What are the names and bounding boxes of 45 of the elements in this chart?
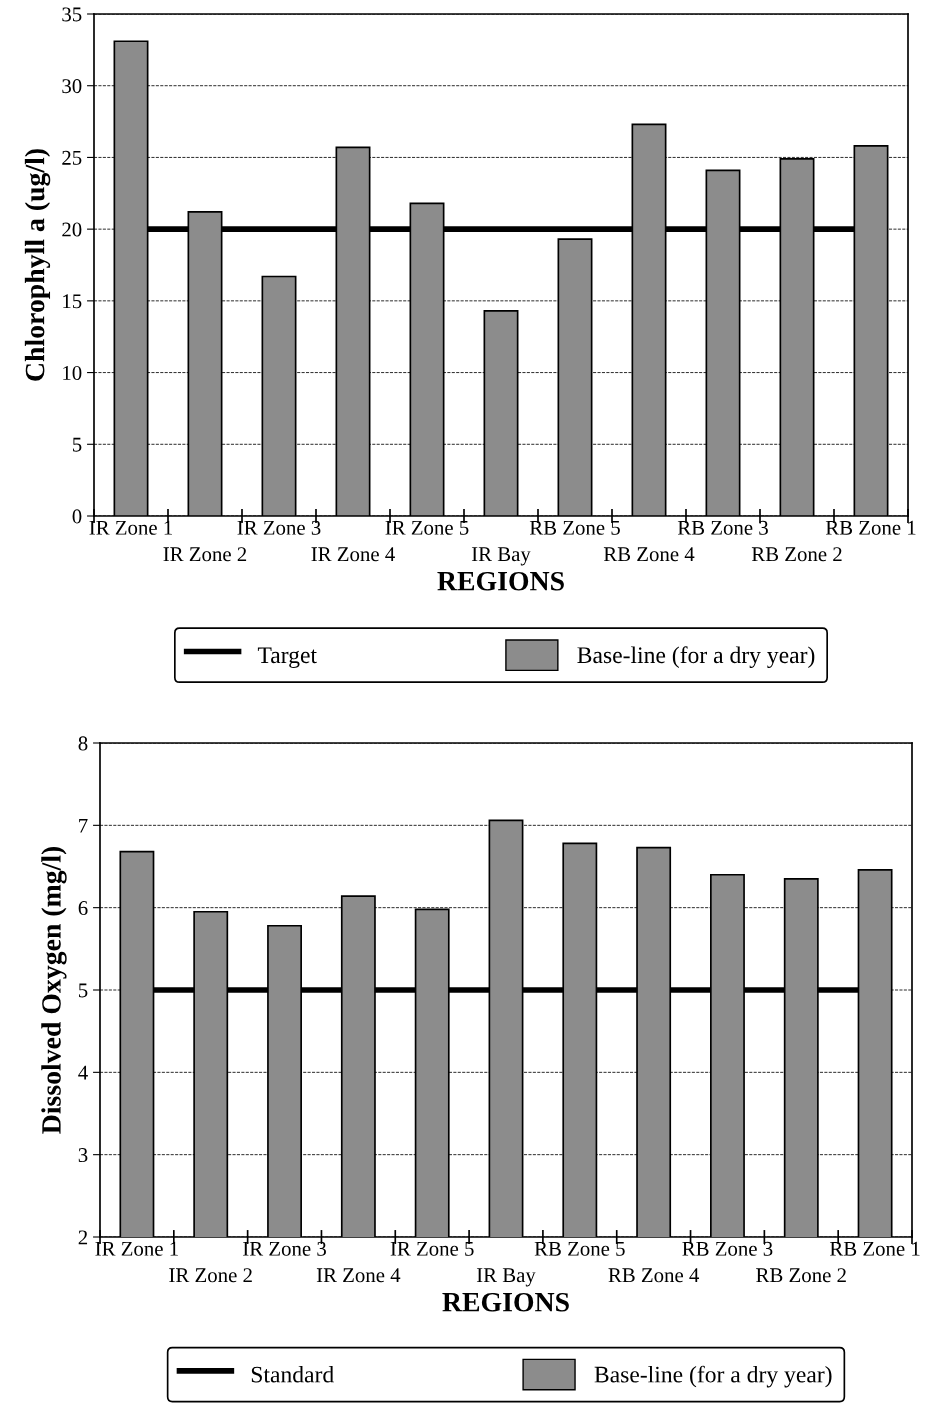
x-tick-label: IR Zone 5 — [390, 1241, 474, 1256]
y-tick-label: 25 — [62, 150, 82, 165]
y-tick-label: 35 — [62, 7, 82, 22]
y-tick-label: 3 — [78, 1148, 88, 1163]
x-tick-label: IR Zone 4 — [311, 547, 395, 562]
x-tick-label: IR Zone 3 — [237, 520, 321, 535]
legend-label: Base-line (for a dry year) — [594, 1365, 832, 1388]
x-tick-label: RB Zone 1 — [829, 1241, 920, 1256]
y-tick-label: 7 — [79, 818, 88, 833]
y-tick-label: 15 — [63, 294, 82, 309]
x-axis-title: REGIONS — [442, 1292, 569, 1312]
y-tick-label: 4 — [78, 1065, 88, 1080]
x-tick-label: RB Zone 4 — [608, 1268, 700, 1283]
y-tick-label: 5 — [72, 437, 82, 452]
x-tick-label: IR Zone 3 — [243, 1241, 326, 1256]
y-tick-label: 20 — [62, 222, 82, 237]
x-tick-label: RB Zone 5 — [534, 1241, 625, 1256]
x-tick-label: RB Zone 3 — [677, 520, 768, 535]
x-tick-label: IR Zone 5 — [385, 520, 469, 535]
y-tick-label: 10 — [63, 365, 82, 380]
x-tick-label: IR Zone 4 — [316, 1268, 401, 1283]
y-tick-label: 0 — [72, 509, 82, 524]
y-tick-label: 8 — [78, 736, 88, 751]
y-axis-title: Dissolved Oxygen (mg/l) — [41, 846, 67, 1134]
x-axis-title: REGIONS — [437, 571, 564, 591]
y-tick-label: 5 — [78, 983, 88, 998]
x-tick-label: IR Zone 2 — [163, 547, 247, 562]
legend-label: Standard — [251, 1365, 334, 1383]
x-tick-label: RB Zone 2 — [756, 1268, 846, 1283]
legend-label: Base-line (for a dry year) — [577, 646, 815, 669]
x-tick-label: RB Zone 5 — [529, 520, 620, 535]
y-tick-label: 6 — [78, 901, 88, 916]
x-tick-label: IR Zone 1 — [89, 520, 172, 535]
x-tick-label: IR Zone 2 — [169, 1268, 252, 1283]
x-tick-label: RB Zone 1 — [825, 520, 916, 535]
x-tick-label: IR Zone 1 — [95, 1241, 178, 1256]
x-tick-label: RB Zone 3 — [682, 1241, 773, 1256]
y-tick-label: 30 — [62, 79, 82, 94]
x-tick-label: IR Bay — [471, 547, 531, 566]
x-tick-label: IR Bay — [476, 1268, 536, 1287]
y-axis-title: Chlorophyll a (ug/l) — [24, 149, 51, 381]
x-tick-label: RB Zone 2 — [751, 547, 842, 562]
y-tick-label: 2 — [78, 1230, 88, 1245]
legend-label: Target — [257, 647, 317, 669]
x-tick-label: RB Zone 4 — [603, 547, 695, 562]
